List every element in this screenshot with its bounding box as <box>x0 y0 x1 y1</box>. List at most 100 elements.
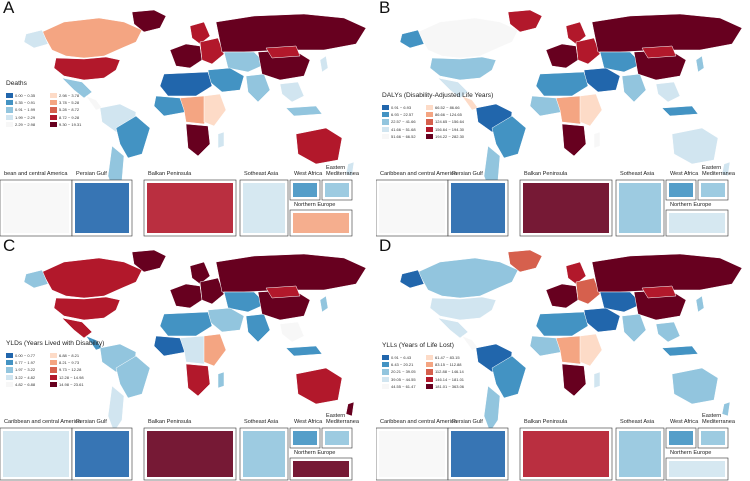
west-africa-region <box>153 95 187 117</box>
eastern-europe-region <box>199 277 225 305</box>
inset-fill <box>147 183 233 233</box>
scandinavia-region <box>189 21 211 45</box>
legend-swatch <box>382 119 389 125</box>
middle-east-region <box>583 307 621 333</box>
legend-title: YLLs (Years of Life Lost) <box>382 342 454 349</box>
inset-fill <box>523 183 609 233</box>
panel-b: B DALYs (Disability-Adjusted Life Years)… <box>376 0 748 238</box>
mongolia-region <box>641 45 677 59</box>
inset-fill <box>75 431 129 477</box>
middle-east-region <box>207 67 245 93</box>
panel-letter: A <box>3 0 15 17</box>
inset-fill <box>451 431 505 477</box>
legend-label: 0.77 ~ 1.97 <box>15 360 36 366</box>
legend-swatch <box>426 362 433 368</box>
middle-east-region <box>583 67 621 93</box>
europe-west-region <box>169 283 203 309</box>
legend-item: 181.01 ~ 363.06 <box>426 383 464 390</box>
new-zealand-region <box>721 401 731 417</box>
south-america-south-region <box>483 385 501 433</box>
north-africa-region <box>535 71 589 97</box>
inset-label: Persian Gulf <box>76 171 107 177</box>
southern-africa-region <box>561 363 587 397</box>
south-asia-region <box>621 73 647 103</box>
legend-label: 41.66 ~ 51.68 <box>391 126 416 132</box>
brazil-region <box>491 115 527 159</box>
inset-fill <box>619 183 661 233</box>
south-asia-region <box>621 313 647 343</box>
south-america-south-region <box>107 385 125 433</box>
central-asia-region <box>223 51 267 73</box>
legend-swatch <box>426 376 433 382</box>
legend-item: 83.15 ~ 112.88 <box>426 361 462 368</box>
inset-label: Persian Gulf <box>76 419 107 425</box>
panel-c: C YLDs (Years Lived with Disability) 0.0… <box>0 236 372 481</box>
inset-fill <box>701 431 725 445</box>
legend-label: 146.14 ~ 181.01 <box>435 376 465 382</box>
panel-d: D YLLs (Years of Life Lost) 0.91 ~ 6.43 6… <box>376 236 748 481</box>
legend-swatch <box>6 353 13 359</box>
central-asia-region <box>223 291 267 313</box>
greenland-region <box>507 249 543 273</box>
madagascar-region <box>217 371 225 389</box>
inset-label: Northern Europe <box>670 202 712 208</box>
legend-item: 0.00 ~ 0.77 <box>6 352 35 359</box>
central-america-region <box>461 335 479 351</box>
legend-swatch <box>382 383 389 389</box>
legend-item: 3.22 ~ 4.82 <box>6 374 35 381</box>
inset-fill <box>75 183 129 233</box>
legend-label: 8.72 ~ 9.28 <box>59 114 80 120</box>
legend-label: 4.82 ~ 6.88 <box>15 381 36 387</box>
legend-item: 194.22 ~ 282.30 <box>426 133 464 140</box>
new-zealand-region <box>345 401 355 417</box>
indonesia-region <box>285 105 323 117</box>
japan-region <box>319 55 329 73</box>
legend-item: 22.57 ~ 41.66 <box>382 118 416 125</box>
inset-label: Balkan Peninsula <box>148 419 192 425</box>
legend-item: 0.35 ~ 0.91 <box>6 99 35 106</box>
inset-fill <box>379 431 445 477</box>
legend-swatch <box>426 369 433 375</box>
legend-swatch <box>6 374 13 380</box>
panel-a: A Deaths 0.00 ~ 0.35 0.35 ~ 0.91 0.91 ~ 1.… <box>0 0 372 238</box>
inset-fill <box>619 431 661 477</box>
canada-region <box>417 17 519 59</box>
brazil-region <box>115 115 151 159</box>
inset-label: Eastern Mediterranea <box>326 165 359 177</box>
australia-region <box>671 367 719 405</box>
legend-label: 83.15 ~ 112.88 <box>435 362 462 368</box>
legend-item: 146.14 ~ 181.01 <box>426 376 464 383</box>
legend-label: 2.29 ~ 2.98 <box>15 121 36 127</box>
inset-label: Northern Europe <box>294 202 336 208</box>
inset-fill <box>3 431 69 477</box>
legend-label: 22.57 ~ 41.66 <box>391 119 416 125</box>
legend-label: 0.91 ~ 6.93 <box>391 105 412 110</box>
legend-swatch <box>50 381 57 387</box>
legend-item: 20.21 ~ 39.05 <box>382 368 416 375</box>
usa-region <box>53 296 121 321</box>
inset-row <box>0 179 353 237</box>
inset-label: Eastern Mediterranea <box>702 165 735 177</box>
legend-label: 5.28 ~ 8.72 <box>59 107 80 113</box>
inset-label: Eastern Mediterranea <box>326 413 359 425</box>
inset-label: bean and central America <box>4 171 68 177</box>
inset-label: Caribbean and central America <box>380 171 457 177</box>
legend-swatch <box>50 100 57 106</box>
east-africa-region <box>579 93 603 127</box>
legend-item: 66.52 ~ 86.66 <box>426 104 460 111</box>
mexico-region <box>61 317 93 339</box>
southeast-asia-region <box>655 81 681 103</box>
inset-fill <box>379 183 445 233</box>
world-map <box>0 9 367 237</box>
west-africa-region <box>529 95 563 117</box>
legend-title: Deaths <box>6 80 27 87</box>
inset-label: West Africa <box>294 419 323 425</box>
alaska-region <box>23 269 49 289</box>
map-regions <box>23 249 367 433</box>
japan-region <box>319 295 329 313</box>
indonesia-region <box>661 345 699 357</box>
legend-label: 2.98 ~ 3.78 <box>59 93 80 98</box>
southern-africa-region <box>185 123 211 157</box>
legend-item: 9.73 ~ 12.28 <box>50 366 81 373</box>
legend-swatch <box>50 121 57 127</box>
